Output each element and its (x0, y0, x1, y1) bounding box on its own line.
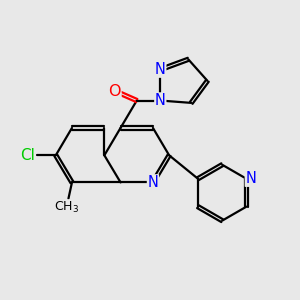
Text: O: O (108, 84, 121, 99)
Text: N: N (148, 175, 158, 190)
Text: N: N (245, 171, 256, 186)
Text: N: N (155, 62, 166, 77)
Text: Cl: Cl (20, 148, 35, 163)
Text: N: N (155, 93, 166, 108)
Text: CH$_3$: CH$_3$ (53, 200, 79, 215)
